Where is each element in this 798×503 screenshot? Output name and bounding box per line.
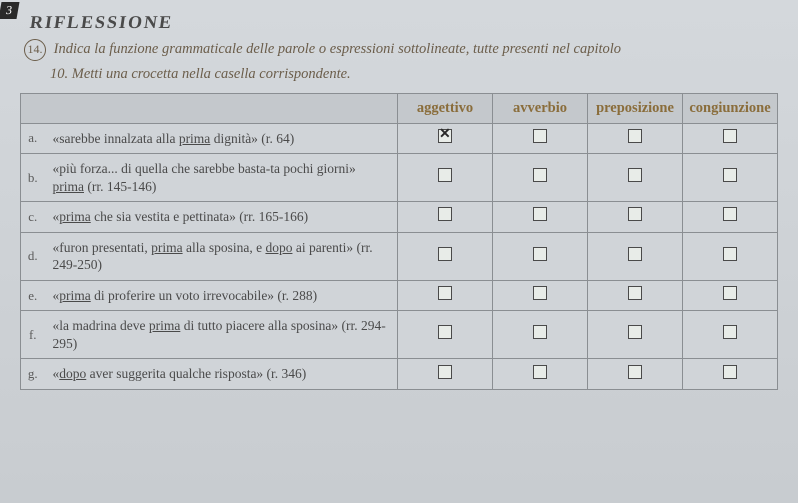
instruction-line-1: 14. Indica la funzione grammaticale dell…	[24, 39, 778, 61]
row-label: d.	[21, 232, 45, 280]
section-marker: 3	[0, 2, 19, 19]
checkbox-cell	[683, 280, 778, 311]
checkbox-cell	[683, 202, 778, 233]
row-label: c.	[21, 202, 45, 233]
checkbox-cell	[493, 311, 588, 359]
row-text: «più forza... di quella che sarebbe bast…	[45, 154, 398, 202]
checkbox[interactable]	[533, 207, 547, 221]
row-label: f.	[21, 311, 45, 359]
table-row: b.«più forza... di quella che sarebbe ba…	[21, 154, 778, 202]
table-row: e.«prima di proferire un voto irrevocabi…	[21, 280, 778, 311]
header-empty	[21, 93, 398, 123]
checkbox[interactable]	[723, 168, 737, 182]
checkbox[interactable]	[533, 129, 547, 143]
header-aggettivo: aggettivo	[398, 93, 493, 123]
checkbox[interactable]	[533, 247, 547, 261]
checkbox[interactable]	[438, 168, 452, 182]
checkbox-cell	[588, 359, 683, 390]
row-text: «dopo aver suggerita qualche risposta» (…	[45, 359, 398, 390]
table-row: c.«prima che sia vestita e pettinata» (r…	[21, 202, 778, 233]
checkbox-cell	[398, 202, 493, 233]
checkbox[interactable]	[438, 129, 452, 143]
row-text: «sarebbe innalzata alla prima dignità» (…	[45, 123, 398, 154]
table-row: a.«sarebbe innalzata alla prima dignità»…	[21, 123, 778, 154]
row-text: «prima che sia vestita e pettinata» (rr.…	[45, 202, 398, 233]
table-row: g.«dopo aver suggerita qualche risposta»…	[21, 359, 778, 390]
checkbox[interactable]	[533, 325, 547, 339]
checkbox-cell	[588, 280, 683, 311]
exercise-table: aggettivo avverbio preposizione congiunz…	[20, 93, 778, 390]
row-label: b.	[21, 154, 45, 202]
checkbox-cell	[683, 154, 778, 202]
row-text: «furon presentati, prima alla sposina, e…	[45, 232, 398, 280]
checkbox[interactable]	[723, 325, 737, 339]
row-label: a.	[21, 123, 45, 154]
checkbox-cell	[683, 311, 778, 359]
checkbox[interactable]	[438, 325, 452, 339]
checkbox[interactable]	[723, 129, 737, 143]
checkbox-cell	[493, 202, 588, 233]
checkbox-cell	[683, 123, 778, 154]
checkbox[interactable]	[723, 365, 737, 379]
checkbox[interactable]	[438, 365, 452, 379]
row-text: «la madrina deve prima di tutto piacere …	[45, 311, 398, 359]
checkbox[interactable]	[628, 365, 642, 379]
checkbox-cell	[493, 123, 588, 154]
checkbox[interactable]	[438, 207, 452, 221]
row-text: «prima di proferire un voto irrevocabile…	[45, 280, 398, 311]
checkbox[interactable]	[628, 286, 642, 300]
row-label: e.	[21, 280, 45, 311]
checkbox[interactable]	[533, 286, 547, 300]
instruction-line-2: 10. Metti una crocetta nella casella cor…	[50, 65, 778, 85]
header-fragment: RIFLESSIONE	[29, 12, 780, 33]
checkbox[interactable]	[628, 207, 642, 221]
checkbox[interactable]	[533, 168, 547, 182]
checkbox[interactable]	[628, 168, 642, 182]
header-avverbio: avverbio	[493, 93, 588, 123]
exercise-number: 14.	[24, 39, 46, 61]
checkbox[interactable]	[438, 247, 452, 261]
checkbox[interactable]	[533, 365, 547, 379]
checkbox-cell	[398, 232, 493, 280]
checkbox-cell	[683, 359, 778, 390]
checkbox-cell	[588, 232, 683, 280]
checkbox[interactable]	[723, 286, 737, 300]
checkbox[interactable]	[628, 325, 642, 339]
checkbox-cell	[398, 311, 493, 359]
checkbox[interactable]	[723, 207, 737, 221]
checkbox-cell	[493, 154, 588, 202]
checkbox-cell	[588, 123, 683, 154]
header-congiunzione: congiunzione	[683, 93, 778, 123]
row-label: g.	[21, 359, 45, 390]
table-row: d.«furon presentati, prima alla sposina,…	[21, 232, 778, 280]
checkbox-cell	[398, 280, 493, 311]
checkbox-cell	[493, 359, 588, 390]
checkbox-cell	[398, 359, 493, 390]
checkbox-cell	[588, 154, 683, 202]
checkbox-cell	[398, 123, 493, 154]
table-row: f.«la madrina deve prima di tutto piacer…	[21, 311, 778, 359]
checkbox[interactable]	[628, 129, 642, 143]
checkbox[interactable]	[628, 247, 642, 261]
checkbox[interactable]	[723, 247, 737, 261]
checkbox[interactable]	[438, 286, 452, 300]
checkbox-cell	[398, 154, 493, 202]
checkbox-cell	[683, 232, 778, 280]
checkbox-cell	[588, 311, 683, 359]
checkbox-cell	[588, 202, 683, 233]
instruction-text-1: Indica la funzione grammaticale delle pa…	[54, 41, 621, 57]
checkbox-cell	[493, 232, 588, 280]
checkbox-cell	[493, 280, 588, 311]
header-preposizione: preposizione	[588, 93, 683, 123]
